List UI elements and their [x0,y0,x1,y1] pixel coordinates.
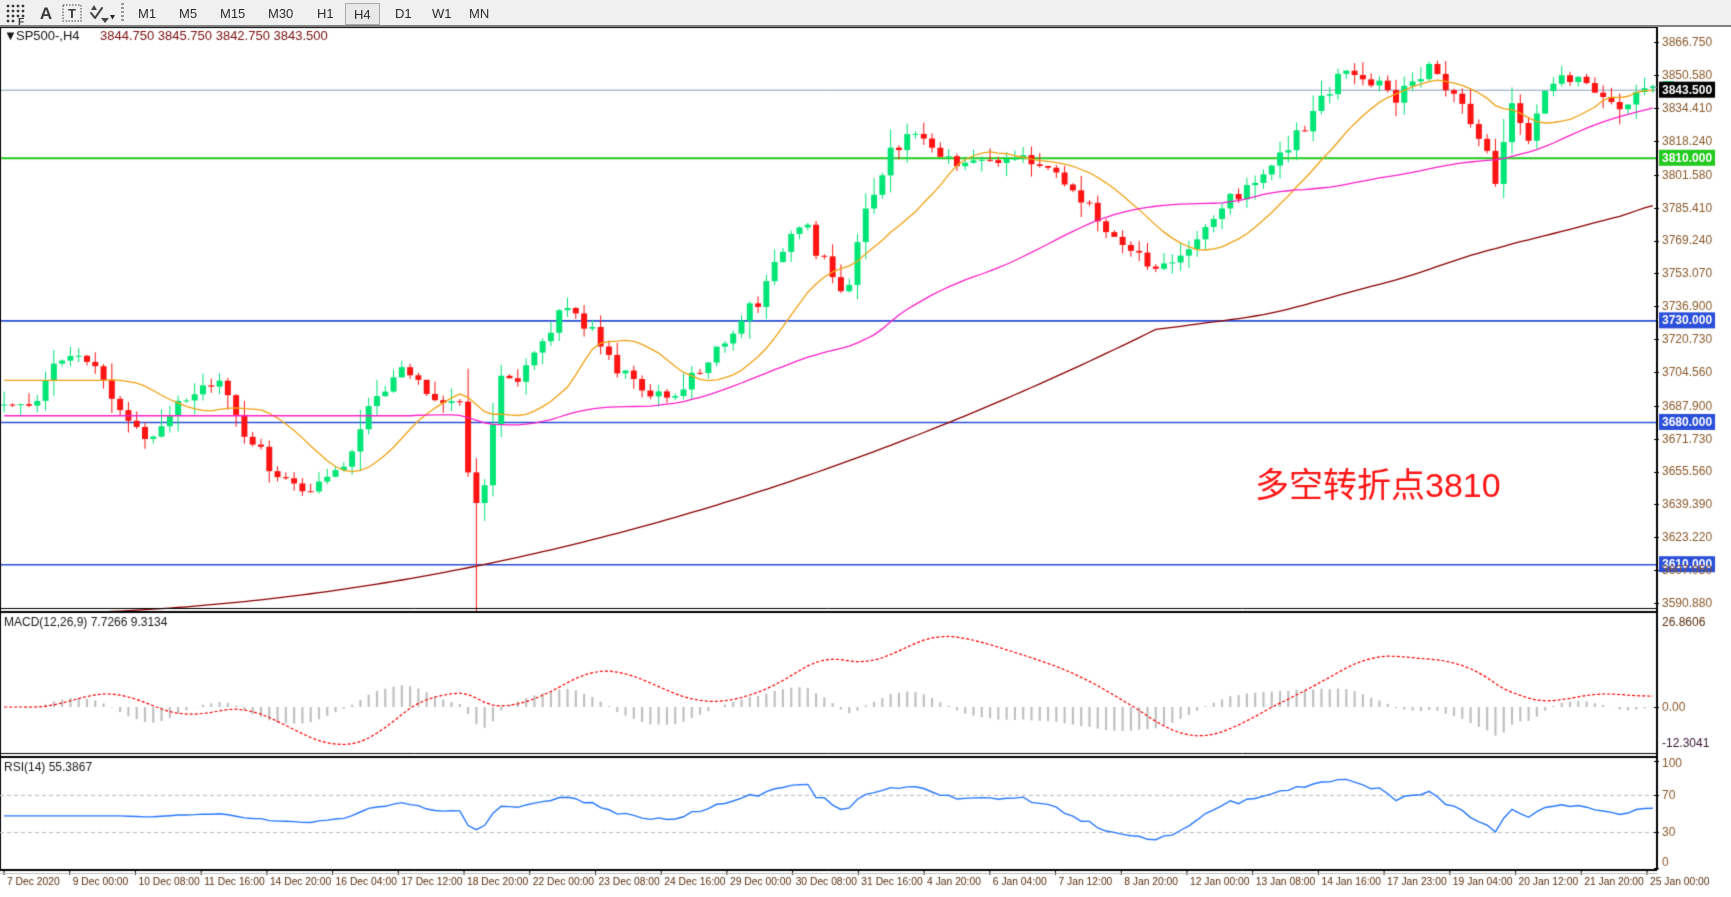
svg-text:T: T [68,6,76,21]
svg-text:F: F [18,17,24,27]
